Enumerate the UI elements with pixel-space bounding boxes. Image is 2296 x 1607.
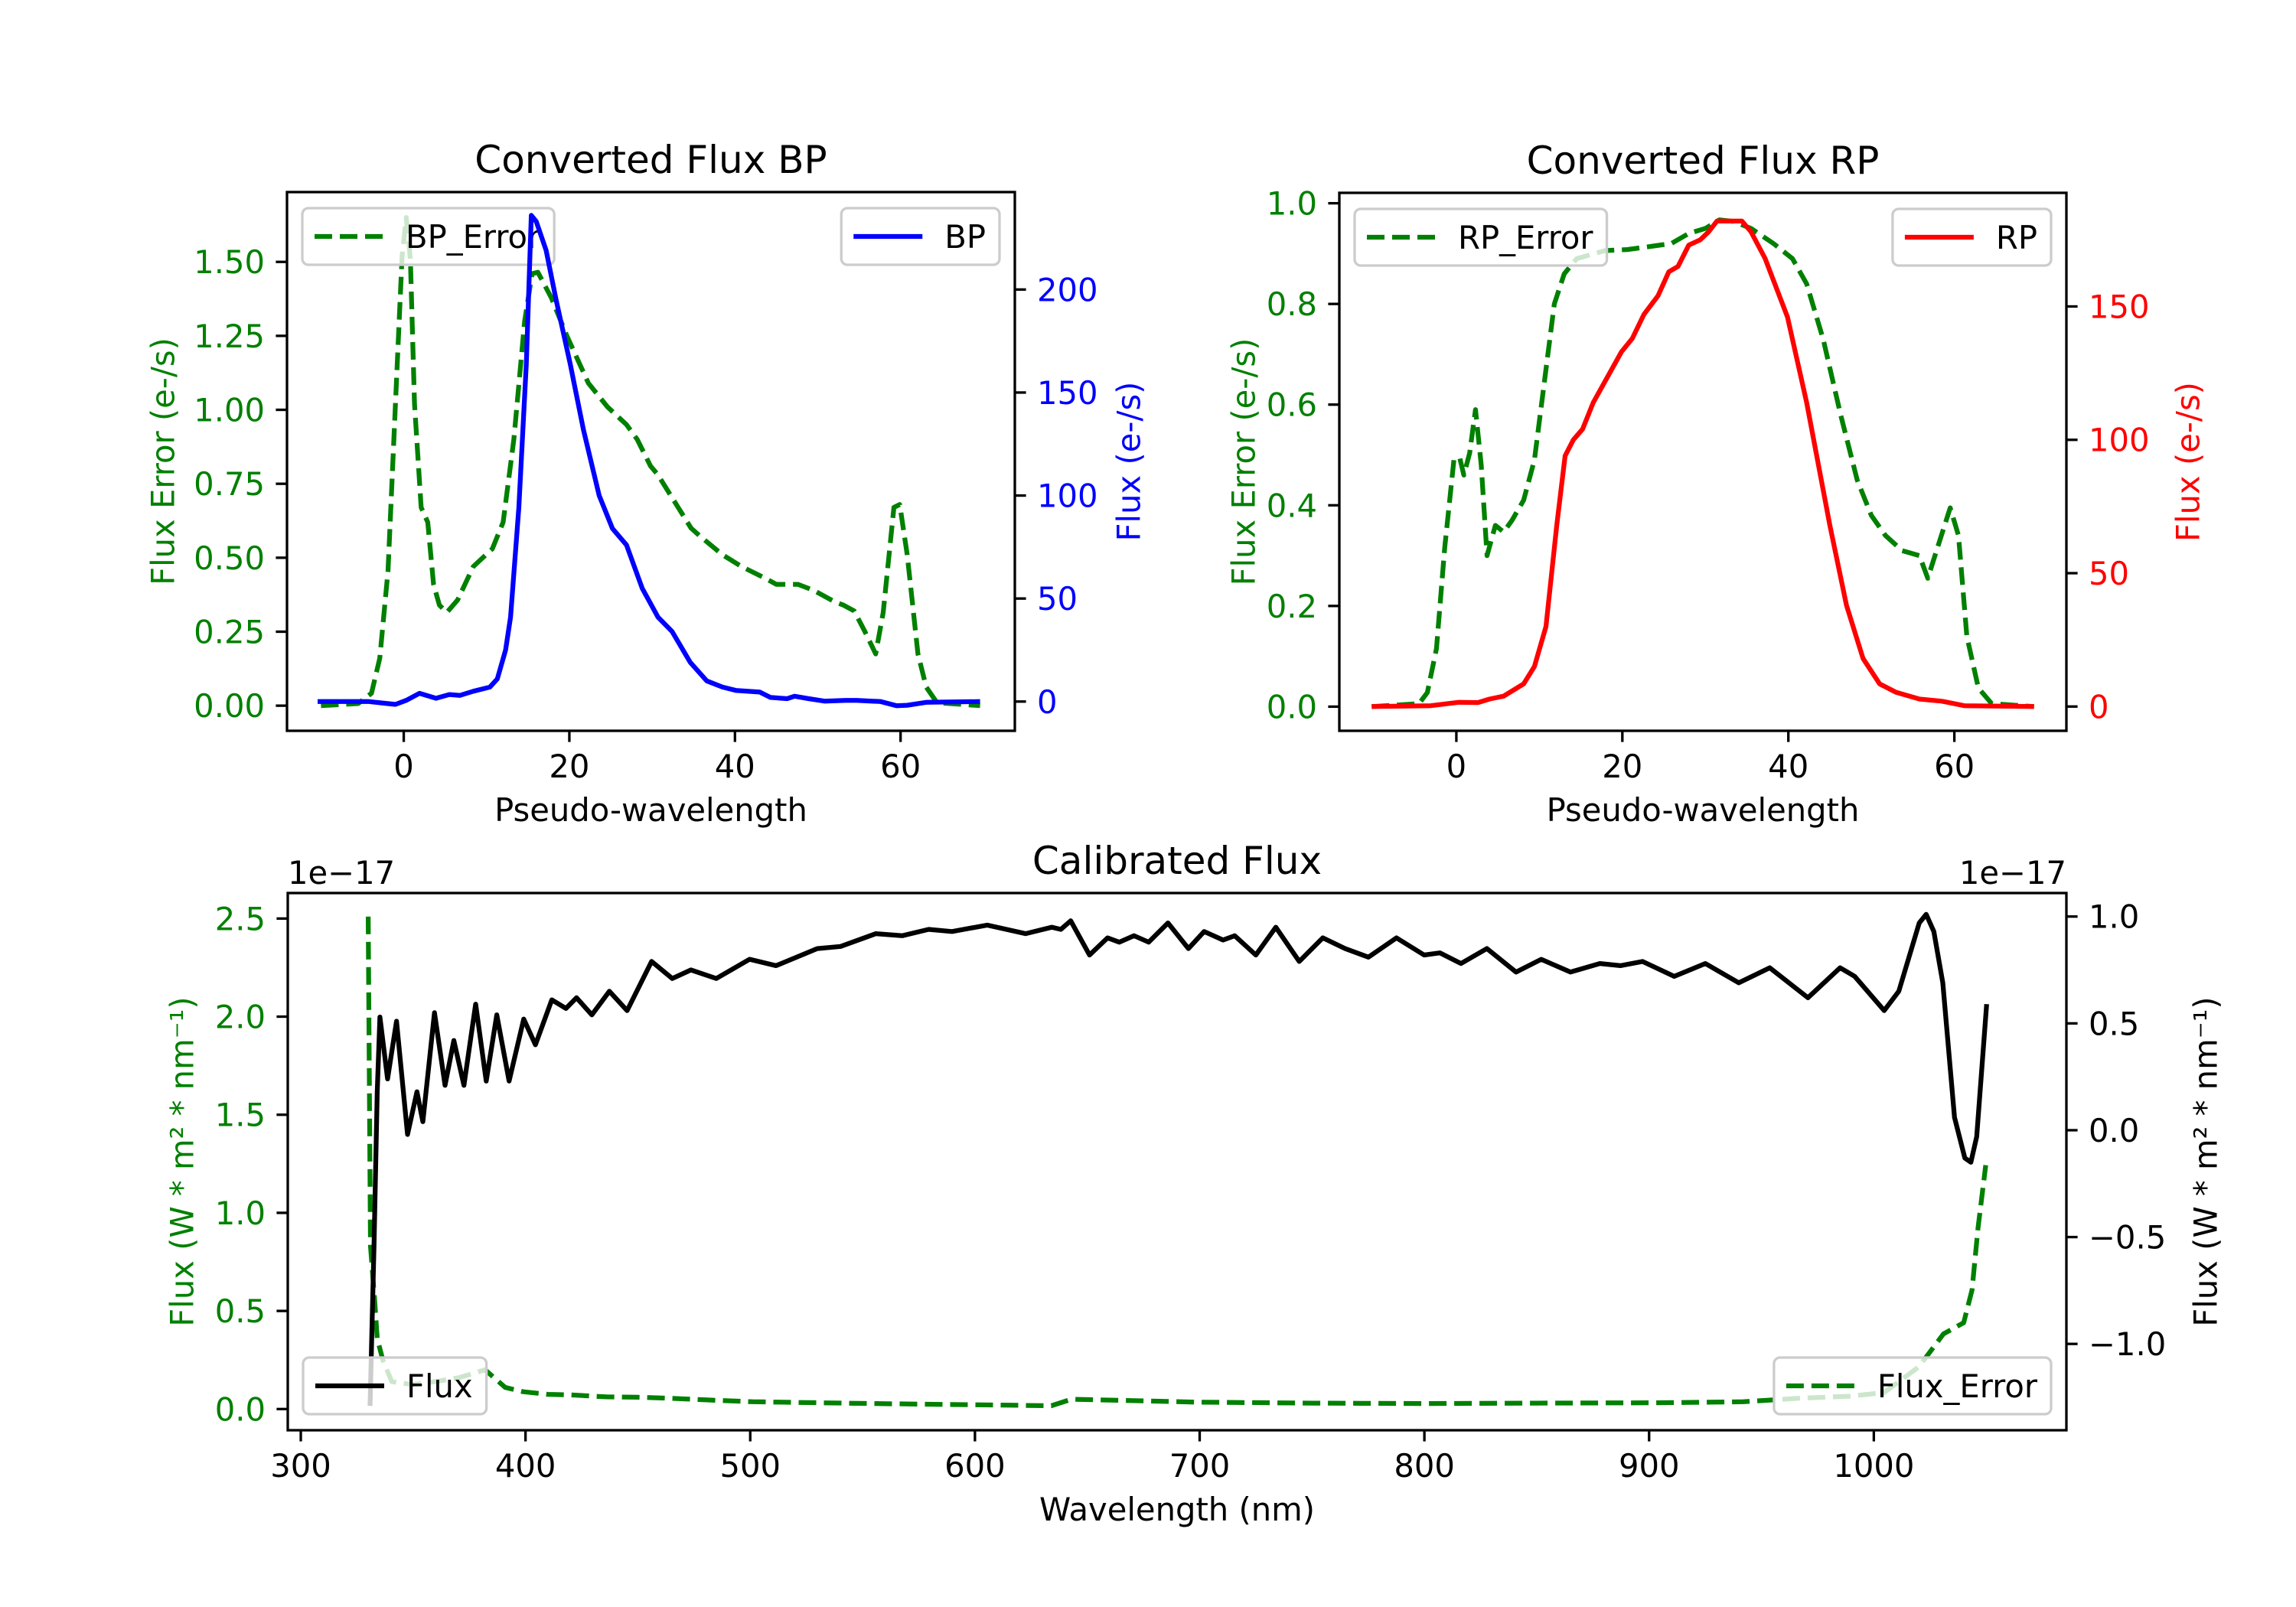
left-y-tick-label: 0.4	[1267, 487, 1317, 524]
x-tick-label: 1000	[1833, 1447, 1914, 1485]
left-y-axis-label: Flux (W * m² * nm⁻¹)	[164, 996, 201, 1326]
legend-frame	[301, 207, 556, 266]
left-y-tick-label: 0.50	[194, 539, 265, 577]
chart-title: Calibrated Flux	[1032, 839, 1322, 883]
legend-rp: RP	[1891, 207, 2053, 267]
legend-bp-error: BP_Error	[301, 207, 556, 266]
x-tick-label: 20	[549, 748, 589, 785]
x-tick-label: 60	[880, 748, 921, 785]
legend-frame	[302, 1356, 488, 1416]
left-y-tick-label: 1.0	[215, 1195, 266, 1232]
left-y-tick-label: 2.0	[215, 999, 266, 1036]
legend-label: Flux_Error	[1877, 1367, 2038, 1405]
legend-rp-error: RP_Error	[1353, 207, 1609, 267]
x-tick-label: 0	[1446, 748, 1467, 785]
x-tick-label: 20	[1602, 748, 1642, 785]
right-offset-text: 1e−17	[1959, 854, 2066, 892]
left-y-tick-label: 0.5	[215, 1292, 266, 1330]
right-y-tick-label: 1.0	[2089, 898, 2139, 936]
left-y-tick-label: 0.00	[194, 687, 265, 725]
left-y-tick-label: 1.5	[215, 1097, 266, 1134]
axes-frame	[286, 892, 2068, 1432]
right-y-tick-label: 150	[2089, 288, 2150, 325]
x-axis-label: Pseudo-wavelength	[494, 791, 807, 829]
left-y-tick-label: 1.00	[194, 392, 265, 429]
left-y-tick-label: 0.0	[1267, 688, 1317, 725]
right-y-tick-label: 0.5	[2089, 1005, 2139, 1042]
left-y-axis-label: Flux Error (e-/s)	[145, 337, 182, 585]
legend-frame	[1773, 1356, 2053, 1416]
left-y-tick-label: 0.8	[1267, 285, 1317, 323]
legend-label: BP	[944, 218, 986, 256]
legend-frame	[1353, 207, 1609, 267]
right-y-tick-label: −1.0	[2089, 1325, 2166, 1363]
rp-line	[1371, 218, 2034, 709]
x-tick-label: 300	[270, 1447, 331, 1485]
left-y-tick-label: 0.6	[1267, 386, 1317, 424]
right-y-tick-label: 50	[2089, 555, 2129, 592]
x-tick-label: 800	[1394, 1447, 1455, 1485]
legend-flux-error: Flux_Error	[1773, 1356, 2053, 1416]
chart-calibrated-flux: Calibrated Flux 300 400 500 600 700 800 900 1000…	[164, 839, 2225, 1528]
left-y-tick-label: 0.0	[215, 1390, 266, 1428]
legend-label: RP	[1996, 219, 2037, 256]
x-tick-label: 700	[1169, 1447, 1231, 1485]
left-y-tick-label: 0.75	[194, 465, 265, 503]
x-tick-label: 900	[1619, 1447, 1680, 1485]
bp-line	[318, 213, 980, 709]
x-tick-label: 40	[1768, 748, 1808, 785]
legend-bp: BP	[840, 207, 1001, 266]
x-tick-label: 400	[495, 1447, 556, 1485]
right-y-tick-label: 0.0	[2089, 1112, 2139, 1149]
left-y-tick-label: 0.2	[1267, 588, 1317, 625]
right-y-axis-label: Flux (e-/s)	[1110, 382, 1148, 542]
legend-label: Flux	[406, 1367, 473, 1405]
left-y-tick-label: 2.5	[215, 900, 266, 937]
rp-error-line	[1371, 217, 2034, 709]
right-y-tick-label: 50	[1037, 580, 1078, 618]
left-y-tick-label: 0.25	[194, 613, 265, 650]
chart-converted-flux-bp: Converted Flux BP 0 20 40 60 Pseudo-wavelengt…	[145, 138, 1148, 829]
right-y-tick-label: 100	[2089, 422, 2150, 459]
x-tick-label: 0	[393, 748, 414, 785]
x-axis-label: Wavelength (nm)	[1039, 1491, 1315, 1528]
left-offset-text: 1e−17	[288, 854, 395, 892]
x-tick-label: 500	[719, 1447, 781, 1485]
chart-converted-flux-rp: Converted Flux RP 0 20 40 60 Pseudo-wavelengt…	[1225, 139, 2207, 829]
legend-flux: Flux	[302, 1356, 488, 1416]
axes-frame	[285, 191, 1016, 732]
legend-label: RP_Error	[1458, 219, 1593, 256]
x-tick-label: 40	[715, 748, 755, 785]
x-tick-label: 60	[1934, 748, 1975, 785]
bp-error-line	[321, 215, 980, 709]
chart-title: Converted Flux BP	[475, 138, 827, 182]
left-y-tick-label: 1.50	[194, 243, 265, 281]
right-y-tick-label: 0	[1037, 683, 1058, 721]
left-y-axis-label: Flux Error (e-/s)	[1225, 338, 1263, 586]
x-axis-label: Pseudo-wavelength	[1547, 791, 1860, 829]
right-y-tick-label: 200	[1037, 271, 1098, 308]
x-tick-label: 600	[944, 1447, 1006, 1485]
axes-frame	[1338, 191, 2068, 732]
right-y-axis-label: Flux (W * m² * nm⁻¹)	[2187, 996, 2225, 1326]
right-y-tick-label: 150	[1037, 374, 1098, 412]
right-y-tick-label: −0.5	[2089, 1219, 2166, 1257]
legend-label: BP_Error	[406, 218, 541, 256]
chart-title: Converted Flux RP	[1527, 139, 1880, 183]
flux-line	[367, 911, 1989, 1407]
left-y-tick-label: 1.0	[1267, 185, 1317, 223]
left-y-tick-label: 1.25	[194, 318, 265, 355]
right-y-tick-label: 100	[1037, 478, 1098, 515]
right-y-axis-label: Flux (e-/s)	[2170, 382, 2207, 542]
right-y-tick-label: 0	[2089, 688, 2109, 725]
